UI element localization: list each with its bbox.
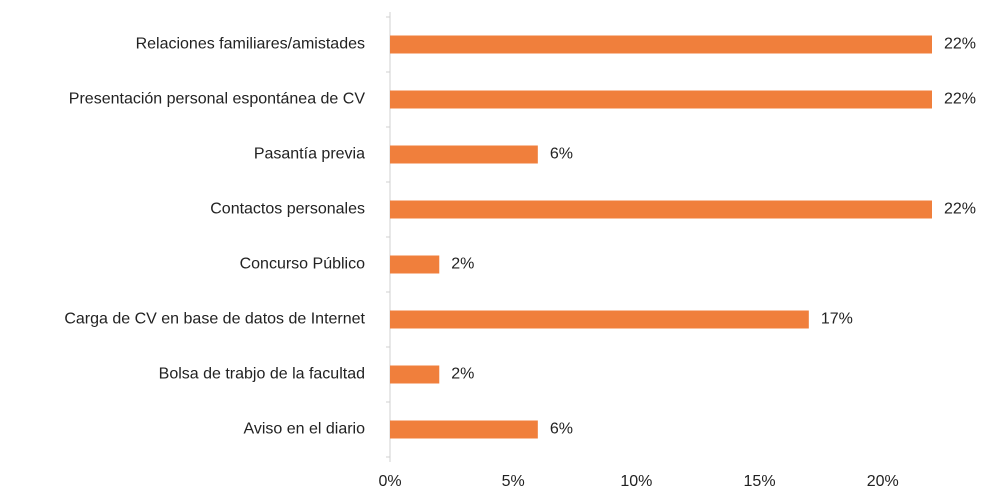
bar [390, 365, 440, 384]
x-tick-label: 5% [502, 473, 525, 490]
bar [390, 90, 932, 109]
data-label: 6% [550, 146, 573, 163]
data-label: 6% [550, 421, 573, 438]
data-label: 22% [944, 36, 976, 53]
y-tick-label: Carga de CV en base de datos de Internet [64, 311, 365, 328]
bar [390, 35, 932, 54]
data-label: 22% [944, 91, 976, 108]
bar [390, 255, 440, 274]
y-tick-label: Aviso en el diario [243, 421, 365, 438]
data-label: 2% [451, 256, 474, 273]
data-label: 17% [821, 311, 853, 328]
data-label: 2% [451, 366, 474, 383]
y-tick-label: Relaciones familiares/amistades [136, 36, 365, 53]
bar [390, 200, 932, 219]
y-tick-label: Pasantía previa [254, 146, 365, 163]
bar [390, 310, 809, 329]
x-tick-label: 20% [867, 473, 899, 490]
x-tick-label: 0% [378, 473, 401, 490]
y-tick-label: Presentación personal espontánea de CV [69, 91, 366, 108]
bar [390, 145, 538, 164]
y-tick-label: Bolsa de trabjo de la facultad [159, 366, 365, 383]
x-tick-label: 10% [620, 473, 652, 490]
bar [390, 420, 538, 439]
y-tick-label: Concurso Público [240, 256, 366, 273]
y-tick-label: Contactos personales [210, 201, 365, 218]
data-label: 22% [944, 201, 976, 218]
x-tick-label: 15% [744, 473, 776, 490]
